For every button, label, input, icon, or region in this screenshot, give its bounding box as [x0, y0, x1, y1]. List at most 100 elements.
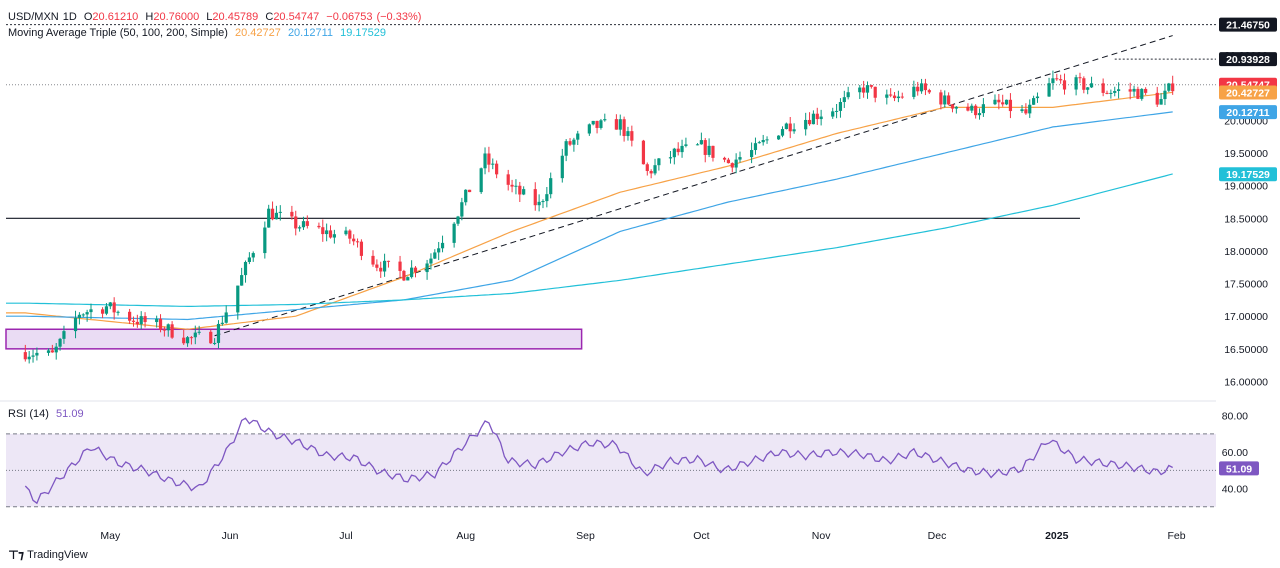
candle-body — [927, 90, 931, 93]
candle-body — [251, 253, 255, 258]
candle-body — [50, 350, 54, 353]
candle-body — [834, 110, 839, 112]
ma100-label-text: 20.12711 — [1226, 107, 1269, 119]
candle-body — [560, 155, 564, 179]
rsi-tick-label: 80.00 — [1222, 411, 1248, 423]
ma200-line — [6, 173, 1173, 307]
ma100-label-badge — [1219, 105, 1277, 120]
candle-body — [1078, 77, 1082, 79]
candle-body — [410, 267, 414, 278]
ma50-label-text: 20.42727 — [1226, 88, 1270, 100]
candle-body — [591, 120, 595, 125]
rsi-pane[interactable] — [6, 417, 1216, 508]
candle-body — [495, 163, 499, 175]
candle-body — [406, 277, 410, 281]
candle-body — [1004, 99, 1009, 105]
candle-body — [58, 338, 62, 347]
candle-body — [108, 302, 112, 307]
candle-body — [104, 306, 109, 314]
candle-body — [977, 113, 982, 116]
tradingview-brand[interactable]: ⊤⁊ TradingView — [8, 548, 88, 562]
candle-body — [301, 221, 306, 228]
candle-body — [437, 248, 441, 253]
candle-body — [939, 92, 943, 105]
candle-body — [711, 145, 715, 158]
candle-body — [749, 150, 754, 158]
candle-body — [375, 264, 379, 268]
candle-body — [943, 95, 947, 105]
candle-body — [220, 322, 224, 324]
time-axis[interactable]: May Jun Jul Aug Sep Oct Nov Dec 2025 Feb — [100, 530, 1185, 542]
candle-body — [213, 342, 217, 344]
candle-body — [668, 157, 673, 159]
candle-body — [761, 140, 765, 143]
ma50-line — [6, 91, 1173, 330]
brand-name: TradingView — [27, 549, 88, 561]
candle-body — [947, 95, 951, 105]
candle-body — [1089, 83, 1094, 88]
candle-body — [243, 261, 248, 276]
candle-body — [139, 316, 143, 325]
candle-body — [645, 164, 649, 172]
candle-body — [27, 356, 31, 360]
candle-body — [1155, 92, 1159, 105]
low-value: 20.45789 — [212, 11, 259, 23]
candle-body — [46, 350, 51, 353]
resistance-mid-label-text: 20.93928 — [1226, 54, 1270, 66]
candle-body — [185, 337, 190, 344]
price-tick-label: 18.50000 — [1224, 213, 1268, 225]
candle-body — [413, 267, 418, 273]
price-tick-label: 19.00000 — [1224, 181, 1268, 193]
candle-body — [738, 157, 742, 160]
candle-body — [352, 238, 356, 242]
candle-body — [599, 120, 603, 128]
candle-body — [1051, 78, 1055, 84]
candle-body — [128, 311, 132, 321]
candle-body — [452, 223, 456, 243]
candle-body — [966, 106, 970, 111]
candle-body — [699, 140, 703, 145]
candle-body — [873, 86, 877, 98]
candle-body — [429, 258, 433, 264]
candle-body — [510, 184, 514, 187]
candle-body — [236, 285, 240, 313]
price-tick-label: 18.00000 — [1224, 246, 1268, 258]
candle-body — [1116, 89, 1121, 91]
candle-body — [440, 242, 445, 249]
candle-body — [162, 329, 166, 331]
price-axis[interactable]: 21.0000020.5000020.0000019.5000019.00000… — [1219, 17, 1277, 496]
candle-body — [819, 116, 823, 120]
candle-body — [240, 275, 244, 286]
candle-body — [630, 131, 634, 141]
price-pane[interactable] — [5, 24, 1216, 364]
candle-body — [815, 113, 819, 120]
resistance-high-label-badge — [1219, 17, 1277, 32]
candle-body — [1171, 83, 1175, 92]
candle-body — [649, 171, 653, 174]
candle-body — [954, 106, 958, 109]
candle-body — [62, 331, 66, 339]
price-tick-label: 16.50000 — [1224, 344, 1268, 356]
candle-body — [892, 95, 897, 99]
candle-body — [189, 337, 194, 339]
candle-body — [182, 337, 186, 344]
rsi-band — [6, 433, 1216, 507]
open-label: O20.61210 — [83, 11, 139, 23]
close-label: C20.54747 — [265, 11, 320, 23]
candle-body — [923, 83, 928, 91]
candle-body — [1163, 90, 1167, 100]
time-tick-label: Feb — [1168, 530, 1186, 542]
candle-body — [788, 123, 792, 132]
candle-body — [703, 140, 707, 155]
candle-body — [1132, 88, 1136, 92]
trend-line — [214, 35, 1173, 337]
candle-body — [73, 317, 78, 332]
candle-body — [216, 323, 221, 343]
candle-body — [1140, 88, 1144, 99]
candle-body — [305, 221, 309, 226]
change-value: −0.06753 — [326, 11, 373, 23]
candle-body — [158, 318, 163, 330]
candle-body — [487, 153, 491, 165]
candle-body — [522, 189, 526, 195]
